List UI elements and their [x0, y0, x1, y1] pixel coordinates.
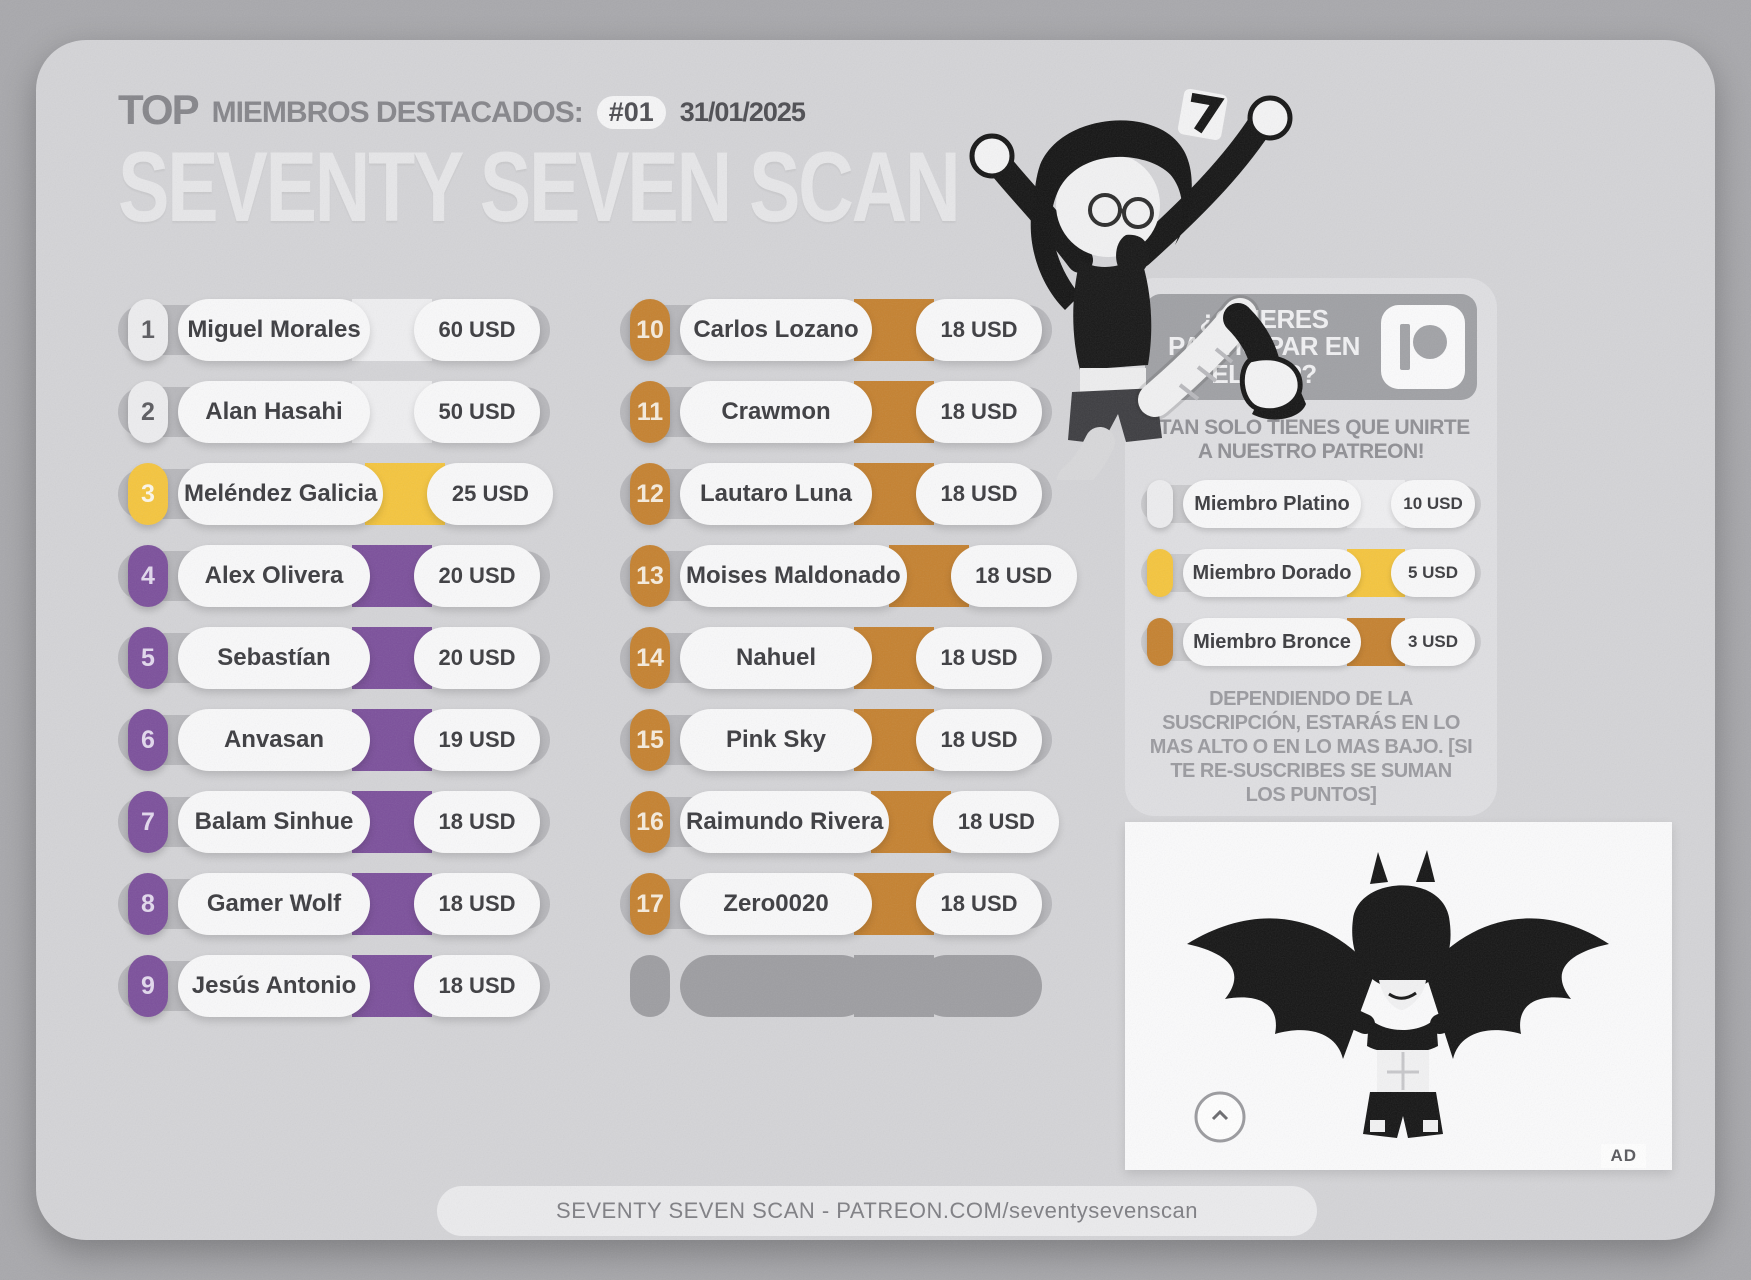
rank-badge: 7 — [128, 791, 168, 853]
rank-badge: 2 — [128, 381, 168, 443]
tier-badge-platinum — [1147, 480, 1173, 529]
footer-link-text: SEVENTY SEVEN SCAN - PATREON.COM/seventy… — [556, 1198, 1198, 1223]
tier-name: Miembro Bronce — [1183, 618, 1361, 667]
member-amount: 50 USD — [414, 381, 540, 443]
member-name: Anvasan — [178, 709, 370, 771]
member-amount: 18 USD — [414, 791, 540, 853]
tier-row: Miembro Bronce 3 USD — [1141, 618, 1481, 667]
member-row: 16 Raimundo Rivera 18 USD — [620, 791, 1060, 853]
member-row: 9 Jesús Antonio 18 USD — [118, 955, 550, 1017]
member-row: 2 Alan Hasahi 50 USD — [118, 381, 550, 443]
member-name: Moises Maldonado — [680, 545, 907, 607]
member-name: Pink Sky — [680, 709, 872, 771]
member-amount: 25 USD — [427, 463, 554, 525]
tier-badge-bronze — [1147, 618, 1173, 667]
member-name: Carlos Lozano — [680, 299, 872, 361]
footer-bar: SEVENTY SEVEN SCAN - PATREON.COM/seventy… — [437, 1186, 1317, 1236]
member-amount: 18 USD — [414, 955, 540, 1017]
patreon-icon — [1381, 305, 1465, 389]
member-row: 13 Moises Maldonado 18 USD — [620, 545, 1077, 607]
empty-rank-slot — [630, 955, 1042, 1017]
member-row: 3 Meléndez Galicia 25 USD — [118, 463, 554, 525]
member-name: Miguel Morales — [178, 299, 370, 361]
member-amount: 18 USD — [933, 791, 1060, 853]
date-label: 31/01/2025 — [679, 96, 806, 127]
rank-badge: 9 — [128, 955, 168, 1017]
member-row: 4 Alex Olivera 20 USD — [118, 545, 550, 607]
rank-badge: 14 — [630, 627, 670, 689]
rank-badge: 4 — [128, 545, 168, 607]
member-name: Alan Hasahi — [178, 381, 370, 443]
member-name: Sebastían — [178, 627, 370, 689]
tier-price: 3 USD — [1391, 618, 1475, 667]
rank-badge: 11 — [630, 381, 670, 443]
ad-box: AD — [1125, 822, 1672, 1170]
rank-badge: 8 — [128, 873, 168, 935]
subscription-note: DEPENDIENDO DE LA SUSCRIPCIÓN, ESTARÁS E… — [1149, 688, 1473, 807]
member-row: 8 Gamer Wolf 18 USD — [118, 873, 550, 935]
member-amount: 19 USD — [414, 709, 540, 771]
member-name: Gamer Wolf — [178, 873, 370, 935]
rank-badge: 12 — [630, 463, 670, 525]
member-amount: 18 USD — [916, 627, 1042, 689]
member-amount: 60 USD — [414, 299, 540, 361]
member-amount: 18 USD — [950, 545, 1077, 607]
member-name: Jesús Antonio — [178, 955, 370, 1017]
rank-badge: 3 — [128, 463, 168, 525]
member-row: 7 Balam Sinhue 18 USD — [118, 791, 550, 853]
page-title: SEVENTY SEVEN SCAN — [118, 131, 961, 242]
member-name: Meléndez Galicia — [178, 463, 384, 525]
tier-name: Miembro Platino — [1183, 480, 1361, 529]
member-name: Raimundo Rivera — [680, 791, 890, 853]
rank-badge: 10 — [630, 299, 670, 361]
tier-badge-gold — [1147, 549, 1173, 598]
tier-price: 10 USD — [1391, 480, 1475, 529]
member-row: 5 Sebastían 20 USD — [118, 627, 550, 689]
member-amount: 20 USD — [414, 545, 540, 607]
tier-name: Miembro Dorado — [1183, 549, 1361, 598]
leaderboard-column-left: 1 Miguel Morales 60 USD 2 Alan Hasahi 50 U… — [118, 299, 554, 1037]
member-name: Nahuel — [680, 627, 872, 689]
ad-label: AD — [1601, 1144, 1646, 1168]
member-row: 14 Nahuel 18 USD — [620, 627, 1052, 689]
member-amount: 20 USD — [414, 627, 540, 689]
rank-badge: 16 — [630, 791, 670, 853]
member-name: Zero0020 — [680, 873, 872, 935]
mascot-illustration — [969, 88, 1306, 480]
member-name: Balam Sinhue — [178, 791, 370, 853]
member-row: 17 Zero0020 18 USD — [620, 873, 1052, 935]
rank-badge: 5 — [128, 627, 168, 689]
empty-amount-pill — [916, 955, 1042, 1017]
member-name: Crawmon — [680, 381, 872, 443]
rank-badge: 1 — [128, 299, 168, 361]
empty-name-pill — [680, 955, 872, 1017]
member-amount: 18 USD — [916, 873, 1042, 935]
rank-badge: 15 — [630, 709, 670, 771]
member-row: 1 Miguel Morales 60 USD — [118, 299, 550, 361]
issue-badge: #01 — [596, 95, 666, 129]
tier-price: 5 USD — [1391, 549, 1475, 598]
member-amount: 18 USD — [414, 873, 540, 935]
rank-badge: 17 — [630, 873, 670, 935]
member-row: 6 Anvasan 19 USD — [118, 709, 550, 771]
rank-badge: 13 — [630, 545, 670, 607]
empty-rank-badge — [630, 955, 670, 1017]
top-label: TOP — [118, 86, 200, 133]
patreon-logo-glyph — [1400, 324, 1447, 370]
member-name: Lautaro Luna — [680, 463, 872, 525]
header-subtitle: MIEMBROS DESTACADOS: — [211, 96, 584, 129]
tier-row: Miembro Dorado 5 USD — [1141, 549, 1481, 598]
member-name: Alex Olivera — [178, 545, 370, 607]
tier-row: Miembro Platino 10 USD — [1141, 480, 1481, 529]
rank-badge: 6 — [128, 709, 168, 771]
ad-illustration — [1125, 822, 1672, 1170]
member-amount: 18 USD — [916, 709, 1042, 771]
member-row: 15 Pink Sky 18 USD — [620, 709, 1052, 771]
